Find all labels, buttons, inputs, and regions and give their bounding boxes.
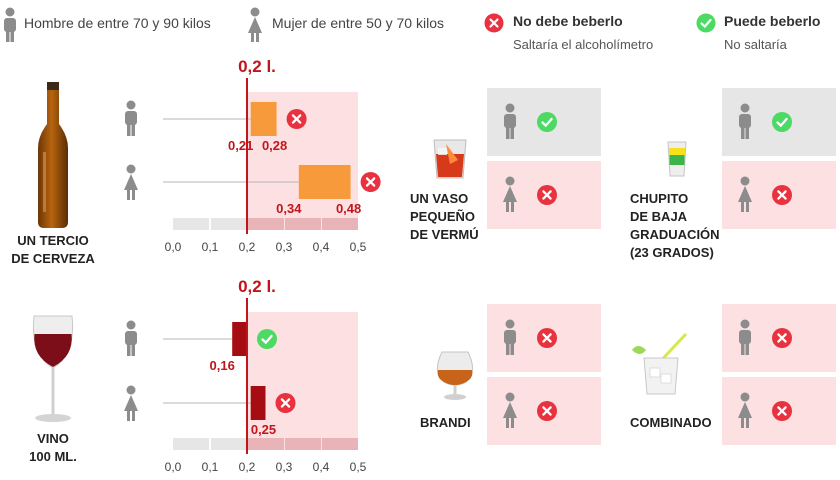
yes-icon [696, 13, 716, 33]
axis-band-segment [211, 218, 247, 230]
woman-icon [738, 392, 752, 428]
drink-combinado-label: COMBINADO [630, 415, 712, 430]
x-tick-label: 0,1 [202, 460, 219, 474]
range-start-label: 0,34 [276, 201, 302, 216]
no-icon [537, 401, 557, 421]
woman-row-icon [124, 164, 138, 200]
legend-woman-label: Mujer de entre 50 y 70 kilos [272, 15, 444, 31]
man-row-icon [125, 100, 137, 136]
limit-label: 0,2 l. [238, 57, 276, 76]
drink-brandi-label: BRANDI [420, 415, 471, 430]
x-tick-label: 0,1 [202, 240, 219, 254]
no-icon [537, 328, 557, 348]
woman-icon [738, 176, 752, 212]
beer-bottle-image [38, 82, 68, 228]
man-icon [4, 7, 16, 42]
axis-band-segment [285, 218, 321, 230]
woman-icon [248, 7, 262, 42]
x-tick-label: 0,2 [239, 240, 256, 254]
woman-row-icon [124, 385, 138, 421]
no-icon [275, 393, 296, 413]
range-bar [232, 322, 247, 356]
woman-icon [503, 392, 517, 428]
axis-band-segment [285, 438, 321, 450]
axis-band-segment [248, 218, 284, 230]
no-icon [772, 401, 792, 421]
axis-band-segment [322, 218, 358, 230]
vermouth-glass-image [433, 139, 467, 179]
legend-man-label: Hombre de entre 70 y 90 kilos [24, 15, 211, 31]
man-icon [504, 319, 516, 355]
range-start-label: 0,16 [210, 358, 235, 373]
no-icon [360, 172, 381, 192]
x-tick-label: 0,5 [350, 460, 367, 474]
axis-band-segment [173, 438, 209, 450]
x-tick-label: 0,0 [165, 240, 182, 254]
range-bar [250, 386, 266, 420]
no-icon [484, 13, 504, 33]
man-icon [739, 319, 751, 355]
x-tick-label: 0,4 [313, 460, 330, 474]
drink-chupito-label: CHUPITO DE BAJA GRADUACIÓN (23 GRADOS) [630, 191, 720, 260]
axis-band-segment [322, 438, 358, 450]
chart-wine: 0,0 0,1 0,2 0,3 0,4 0,5 0,16 0,25 0,2 l. [124, 277, 367, 474]
man-row-icon [125, 320, 137, 356]
x-tick-label: 0,3 [276, 240, 293, 254]
range-end-label: 0,48 [336, 201, 361, 216]
shot-glass-image [667, 141, 687, 177]
chart-beer: 0,0 0,1 0,2 0,3 0,4 0,50,21 0,280,34 0,480,2 l. [124, 57, 381, 254]
beer-label: UN TERCIO DE CERVEZA [11, 233, 95, 266]
no-icon [772, 185, 792, 205]
yes-icon [257, 329, 277, 349]
drink-icons-vermu [503, 103, 557, 212]
axis-band-segment [173, 218, 209, 230]
wine-label: VINO 100 ML. [29, 431, 77, 464]
yes-icon [772, 112, 792, 132]
drink-icons-combinado [738, 319, 792, 428]
drink-icons-chupito [738, 103, 792, 212]
drink-vermu-label: UN VASO PEQUEÑO DE VERMÚ [410, 191, 479, 242]
woman-icon [503, 176, 517, 212]
x-tick-label: 0,0 [165, 460, 182, 474]
x-tick-label: 0,2 [239, 460, 256, 474]
legend-yes-sub: No saltaría [724, 37, 787, 52]
limit-label: 0,2 l. [238, 277, 276, 296]
man-icon [739, 103, 751, 139]
no-icon [286, 109, 307, 129]
x-tick-label: 0,5 [350, 240, 367, 254]
axis-band-segment [248, 438, 284, 450]
cocktail-glass-image [632, 332, 688, 395]
legend-yes-title: Puede beberlo [724, 13, 821, 29]
no-icon [772, 328, 792, 348]
yes-icon [537, 112, 557, 132]
range-bar [250, 102, 277, 136]
legend-no-sub: Saltaría el alcoholímetro [513, 37, 654, 52]
axis-band-segment [211, 438, 247, 450]
x-tick-label: 0,4 [313, 240, 330, 254]
drink-icons-brandi [503, 319, 557, 428]
man-icon [504, 103, 516, 139]
x-tick-label: 0,3 [276, 460, 293, 474]
wine-glass-image [32, 315, 74, 422]
legend-no-title: No debe beberlo [513, 13, 623, 29]
range-end-label: 0,28 [262, 138, 287, 153]
range-end-label: 0,25 [251, 422, 276, 437]
brandy-glass-image [437, 351, 473, 400]
no-icon [537, 185, 557, 205]
range-bar [298, 165, 351, 199]
